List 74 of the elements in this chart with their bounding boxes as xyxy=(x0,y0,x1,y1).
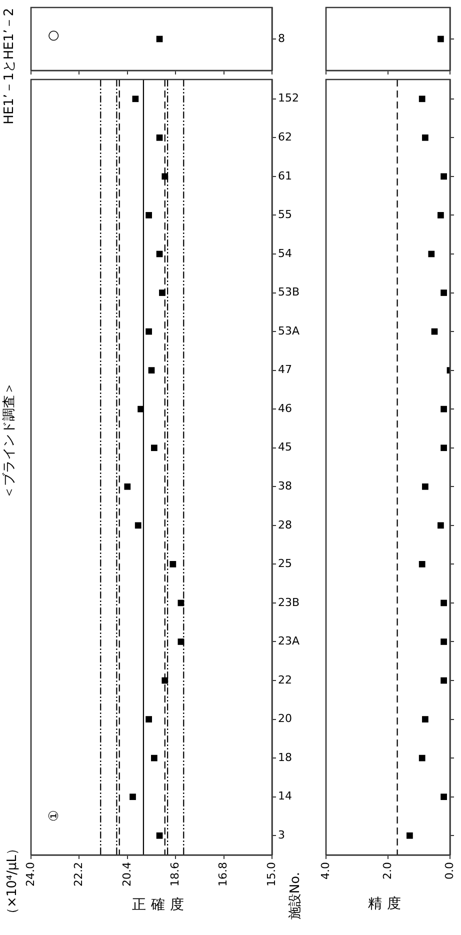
point xyxy=(406,832,413,839)
point xyxy=(130,794,136,800)
point xyxy=(150,754,158,762)
point xyxy=(146,328,152,335)
point xyxy=(422,134,428,141)
text: （×10⁴/μL） xyxy=(5,842,20,921)
y-tick-label: 23B xyxy=(278,596,300,609)
x-tick-label: 0.0 xyxy=(442,862,456,880)
y-tick-label: 55 xyxy=(278,208,292,222)
x-axis-title: 精度 xyxy=(368,896,406,912)
point xyxy=(422,483,428,490)
point xyxy=(162,173,168,180)
point xyxy=(150,444,158,452)
point xyxy=(440,290,447,296)
x-tick-label: 20.4 xyxy=(120,862,134,886)
x-tick-label: 18.6 xyxy=(168,862,182,886)
point xyxy=(134,522,142,529)
y-tick-label: 22 xyxy=(278,673,292,686)
point xyxy=(440,173,447,180)
y-tick-label: 14 xyxy=(278,790,292,803)
x-tick-label: 22.2 xyxy=(72,862,86,886)
y-tick-label: 18 xyxy=(278,750,292,764)
point xyxy=(438,522,444,529)
y-tick-label: 62 xyxy=(278,130,292,144)
point xyxy=(418,561,426,568)
x-axis-title: 正確度 xyxy=(132,897,189,914)
point xyxy=(146,212,152,218)
x-tick-label: 4.0 xyxy=(318,862,332,880)
point xyxy=(440,406,447,412)
y-axis-title: 施設No. xyxy=(288,872,304,920)
point xyxy=(124,483,131,490)
y-tick-label: 47 xyxy=(278,363,292,376)
y-tick-label: 38 xyxy=(278,479,292,492)
point xyxy=(440,600,447,606)
y-tick-label: 20 xyxy=(278,712,292,726)
point xyxy=(440,677,447,684)
point xyxy=(148,367,155,374)
y-tick-label: 54 xyxy=(278,246,292,260)
point xyxy=(440,638,447,645)
point xyxy=(438,212,444,218)
y-tick-label: 23A xyxy=(278,634,300,648)
y-tick-label: 25 xyxy=(278,557,292,570)
x-tick-label: 16.8 xyxy=(216,862,230,886)
point xyxy=(146,716,152,722)
text: ＜ブラインド調査＞ xyxy=(2,382,18,498)
point xyxy=(428,250,435,258)
y-tick-label: 45 xyxy=(278,440,292,454)
point xyxy=(440,444,447,452)
point xyxy=(418,96,426,102)
x-tick-label: 2.0 xyxy=(380,862,394,880)
annotation: ○ xyxy=(46,30,62,42)
point xyxy=(156,832,163,839)
point xyxy=(132,96,139,102)
point xyxy=(138,406,144,412)
y-tick-label: 46 xyxy=(278,402,292,415)
annotation: ① xyxy=(47,810,62,822)
y-tick-label: 53A xyxy=(278,324,300,338)
x-tick-label: 15.0 xyxy=(264,862,278,886)
point xyxy=(159,290,166,296)
text: HE1’－1とHE1’－2 xyxy=(2,8,18,124)
y-tick-label: 61 xyxy=(278,169,292,182)
y-tick-label: 28 xyxy=(278,518,292,532)
point xyxy=(156,134,163,141)
y-tick-label: 3 xyxy=(278,828,285,842)
y-tick-label: 8 xyxy=(278,32,285,45)
y-tick-label: 53B xyxy=(278,286,300,299)
point xyxy=(422,716,428,722)
x-tick-label: 24.0 xyxy=(24,862,37,886)
point xyxy=(162,677,168,684)
point xyxy=(440,794,447,800)
point xyxy=(170,561,176,568)
point xyxy=(418,754,426,762)
point xyxy=(178,638,184,645)
y-tick-label: 152 xyxy=(278,92,299,105)
